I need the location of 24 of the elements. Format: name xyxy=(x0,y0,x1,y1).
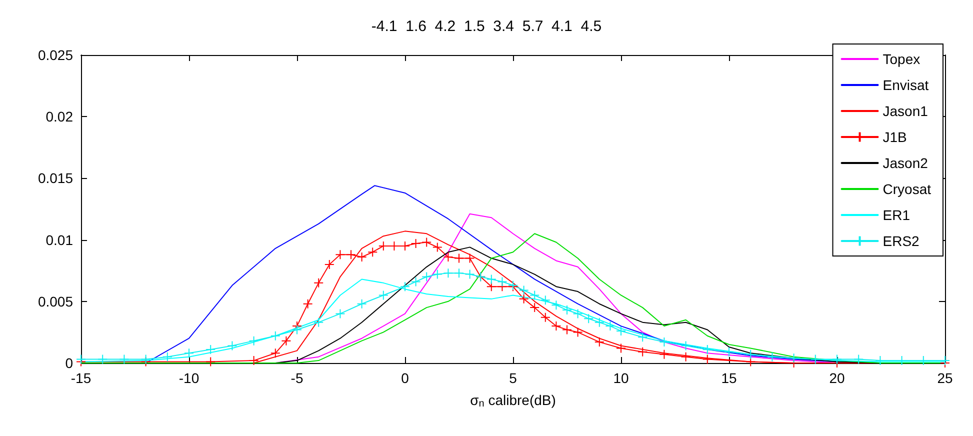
legend-label: Topex xyxy=(882,51,920,67)
legend-label: J1B xyxy=(882,129,907,145)
legend-label: Cryosat xyxy=(882,181,932,197)
legend-label: ERS2 xyxy=(882,233,920,249)
x-tick-label: 5 xyxy=(509,370,518,386)
y-tick-label: 0.005 xyxy=(38,293,74,310)
legend-label: Envisat xyxy=(882,77,929,93)
x-tick-label: 20 xyxy=(829,370,845,386)
x-tick-label: 15 xyxy=(721,370,737,386)
chart-title: -4.1 1.6 4.2 1.5 3.4 5.7 4.1 4.5 xyxy=(371,18,602,35)
legend-label: Jason2 xyxy=(882,155,928,171)
legend-label: Jason1 xyxy=(882,103,928,119)
x-tick-label: -15 xyxy=(70,370,92,386)
x-tick-label: -10 xyxy=(178,370,200,386)
x-tick-label: -5 xyxy=(290,370,304,386)
x-tick-label: 0 xyxy=(401,370,410,386)
y-tick-label: 0.015 xyxy=(38,170,74,186)
legend-label: ER1 xyxy=(882,207,910,223)
x-tick-label: 10 xyxy=(613,370,629,386)
y-tick-label: 0 xyxy=(65,355,74,371)
y-tick-label: 0.025 xyxy=(38,47,74,63)
x-tick-label: 25 xyxy=(937,370,953,386)
y-tick-label: 0.02 xyxy=(46,108,74,125)
y-tick-label: 0.01 xyxy=(46,232,74,248)
